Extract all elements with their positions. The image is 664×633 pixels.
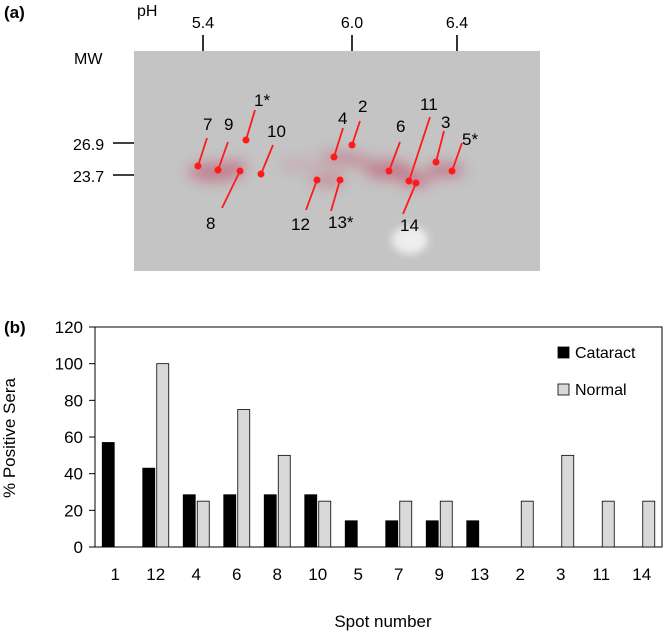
legend-label-cataract: Cataract bbox=[575, 345, 636, 362]
ph-tick-60: 6.0 bbox=[341, 15, 363, 57]
x-tick-label: 11 bbox=[592, 565, 610, 584]
x-tick-label: 2 bbox=[516, 565, 525, 584]
panel-a-label: (a) bbox=[4, 3, 25, 22]
spot-label-1: 1* bbox=[254, 91, 270, 110]
x-tick-label: 14 bbox=[632, 565, 651, 584]
spot-label-6: 6 bbox=[396, 117, 405, 136]
bar-cataract-spot-1 bbox=[101, 442, 115, 548]
x-tick-label: 12 bbox=[146, 565, 165, 584]
x-tick-label: 6 bbox=[232, 565, 241, 584]
ph-tick-label: 6.0 bbox=[341, 15, 363, 32]
x-tick-label: 13 bbox=[470, 565, 489, 584]
bar-normal-spot-3 bbox=[561, 454, 575, 548]
legend-swatch-cataract bbox=[557, 346, 570, 359]
mw-axis-label: MW bbox=[74, 51, 103, 68]
spot-label-3: 3 bbox=[441, 113, 450, 132]
y-tick-label: 20 bbox=[64, 501, 83, 520]
bar-normal-spot-14 bbox=[642, 500, 656, 548]
spot-label-13: 13* bbox=[328, 213, 354, 232]
x-tick-label: 1 bbox=[111, 565, 120, 584]
spot-label-5: 5* bbox=[462, 130, 478, 149]
bar-cataract-spot-7 bbox=[385, 520, 399, 548]
spot-label-14: 14 bbox=[400, 216, 419, 235]
spot-label-12: 12 bbox=[291, 215, 310, 234]
mw-tick-label: 26.9 bbox=[73, 137, 104, 154]
x-tick-label: 5 bbox=[354, 565, 363, 584]
bar-cataract-spot-13 bbox=[466, 520, 480, 548]
ph-tick-64: 6.4 bbox=[446, 15, 468, 57]
bar-normal-spot-6 bbox=[237, 409, 251, 548]
spot-labels: 1* 2 3 4 5* 6 7 8 9 10 11 12 13* 14 bbox=[203, 91, 478, 235]
spot-label-7: 7 bbox=[203, 115, 212, 134]
ph-tick-label: 5.4 bbox=[192, 15, 214, 32]
plot-area: 0 20 40 60 80 100 120 1 12 4 6 8 10 5 7 9 13 2 3 11 14 Catara… bbox=[55, 318, 663, 584]
mw-tick-269: 26.9 bbox=[73, 137, 135, 154]
spot-label-9: 9 bbox=[224, 115, 233, 134]
x-tick-label: 7 bbox=[394, 565, 403, 584]
bar-normal-spot-11 bbox=[601, 500, 615, 548]
y-tick-label: 0 bbox=[74, 538, 83, 557]
bar-normal-spot-2 bbox=[520, 500, 534, 548]
x-tick-label: 10 bbox=[308, 565, 327, 584]
spot-markers bbox=[194, 136, 456, 187]
spot-label-2: 2 bbox=[358, 97, 367, 116]
spot-label-10: 10 bbox=[267, 122, 286, 141]
legend-swatch-normal bbox=[557, 383, 570, 396]
bar-cataract-spot-12 bbox=[142, 467, 156, 548]
panel-a: (a) pH MW 5.4 6.0 6.4 26.9 23.7 bbox=[4, 3, 540, 271]
y-tick-label: 80 bbox=[64, 391, 83, 410]
y-tick-label: 60 bbox=[64, 428, 83, 447]
spot-label-8: 8 bbox=[206, 214, 215, 233]
ph-tick-54: 5.4 bbox=[192, 15, 214, 57]
spot-label-4: 4 bbox=[338, 109, 347, 128]
bar-cataract-spot-10 bbox=[304, 494, 318, 548]
mw-tick-label: 23.7 bbox=[73, 169, 104, 186]
legend-label-normal: Normal bbox=[575, 382, 627, 399]
x-tick-label: 8 bbox=[273, 565, 282, 584]
y-tick-label: 100 bbox=[55, 355, 83, 374]
bar-cataract-spot-4 bbox=[182, 494, 196, 548]
bar-normal-spot-12 bbox=[156, 363, 170, 548]
gel-image: 1* 2 3 4 5* 6 7 8 9 10 11 12 13* 14 bbox=[134, 51, 540, 271]
panel-b: (b) % Positive Sera Spot number 0 20 40 60 8… bbox=[0, 318, 663, 631]
bar-cataract-spot-5 bbox=[344, 520, 358, 548]
bar-cataract-spot-9 bbox=[425, 520, 439, 548]
panel-b-label: (b) bbox=[4, 318, 26, 337]
x-tick-label: 4 bbox=[192, 565, 201, 584]
x-tick-label: 3 bbox=[556, 565, 565, 584]
bar-normal-spot-9 bbox=[439, 500, 453, 548]
y-tick-label: 40 bbox=[64, 465, 83, 484]
ph-tick-label: 6.4 bbox=[446, 15, 468, 32]
y-tick-label: 120 bbox=[55, 318, 83, 337]
y-axis-title: % Positive Sera bbox=[0, 377, 19, 498]
spot-label-11: 11 bbox=[420, 95, 438, 114]
x-axis-title: Spot number bbox=[334, 612, 432, 631]
bar-cataract-spot-6 bbox=[223, 494, 237, 548]
mw-tick-237: 23.7 bbox=[73, 169, 135, 186]
bar-normal-spot-7 bbox=[399, 500, 413, 548]
ph-axis-label: pH bbox=[137, 3, 157, 20]
bar-normal-spot-8 bbox=[277, 454, 291, 548]
x-tick-label: 9 bbox=[435, 565, 444, 584]
bar-normal-spot-10 bbox=[318, 500, 332, 548]
bar-normal-spot-4 bbox=[196, 500, 210, 548]
spot-pointer-lines bbox=[197, 109, 463, 215]
bar-cataract-spot-8 bbox=[263, 494, 277, 548]
